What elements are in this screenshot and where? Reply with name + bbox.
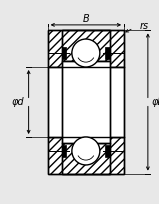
- Bar: [62, 47, 66, 59]
- Bar: [62, 145, 66, 157]
- Text: φD: φD: [152, 97, 159, 107]
- Bar: [48, 67, 124, 137]
- Circle shape: [72, 39, 100, 67]
- Bar: [62, 61, 110, 143]
- Bar: [48, 30, 124, 67]
- Bar: [48, 137, 124, 174]
- Text: B: B: [83, 14, 89, 24]
- Bar: [105, 47, 110, 59]
- Circle shape: [72, 137, 100, 165]
- Text: rs: rs: [140, 21, 149, 31]
- Bar: [62, 143, 110, 174]
- Bar: [105, 145, 110, 157]
- Text: φd: φd: [12, 97, 25, 107]
- Bar: [62, 30, 110, 174]
- Bar: [62, 30, 110, 61]
- Bar: [48, 30, 124, 174]
